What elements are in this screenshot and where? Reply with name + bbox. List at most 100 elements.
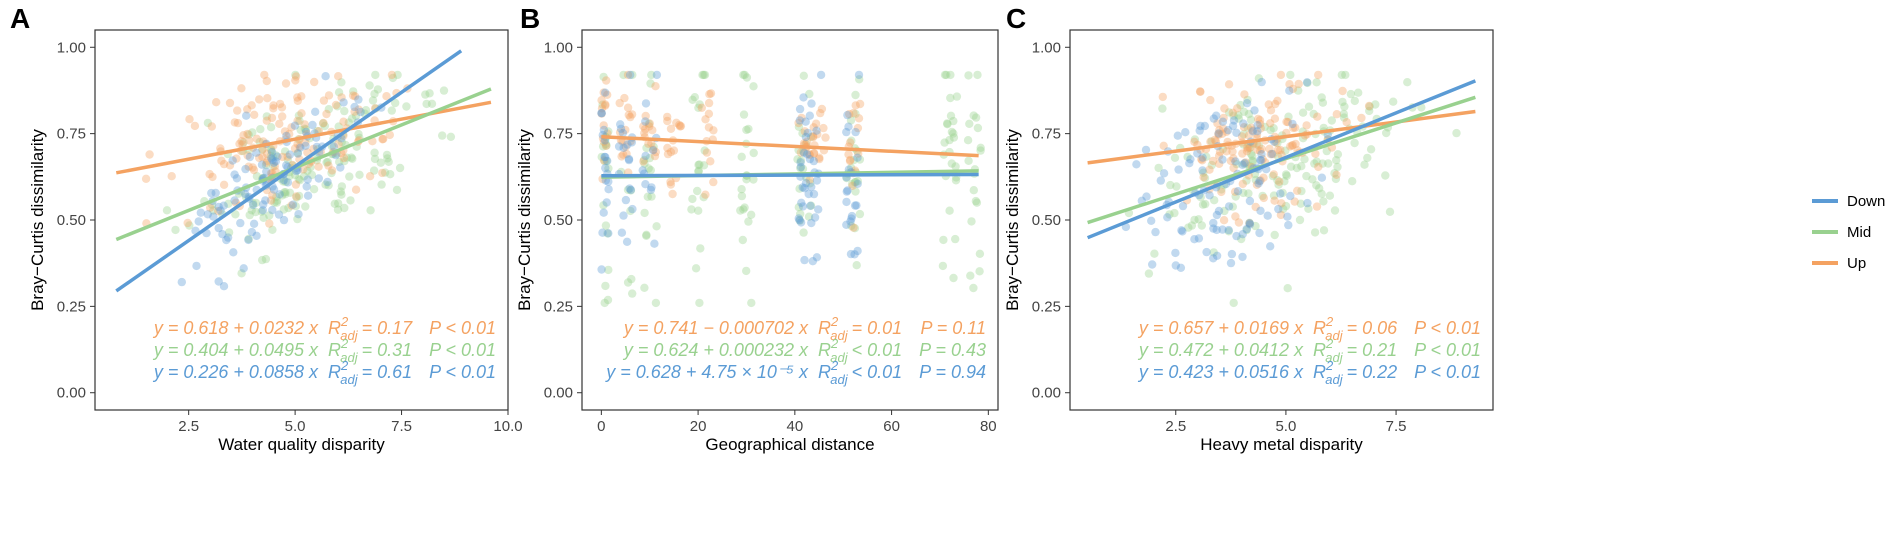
data-point-up: [640, 128, 649, 138]
data-point-up: [641, 124, 650, 134]
data-point-up: [1255, 119, 1265, 129]
data-point-up: [675, 122, 685, 131]
p-value-up: P < 0.01: [1414, 318, 1481, 338]
data-point-mid: [1231, 192, 1240, 201]
data-point-up: [1241, 158, 1250, 167]
data-point-up: [277, 103, 287, 112]
data-point-mid: [295, 176, 305, 185]
data-point-mid: [272, 192, 281, 202]
data-point-mid: [1194, 215, 1203, 224]
data-point-down: [252, 148, 261, 157]
data-point-up: [265, 219, 274, 228]
data-point-down: [1194, 234, 1204, 243]
data-point-mid: [324, 105, 333, 114]
data-point-down: [1256, 206, 1265, 215]
data-point-mid: [273, 196, 282, 205]
data-point-mid: [347, 153, 356, 162]
data-point-mid: [337, 78, 346, 87]
equation-down: y = 0.628 + 4.75 × 10⁻⁵ x: [604, 362, 809, 382]
data-point-up: [290, 144, 300, 153]
data-point-mid: [804, 212, 814, 221]
data-point-down: [804, 189, 813, 199]
data-point-down: [241, 189, 250, 199]
data-point-down: [236, 218, 245, 228]
data-point-up: [1287, 141, 1297, 150]
data-point-down: [1202, 247, 1211, 257]
data-point-down: [812, 253, 822, 262]
data-point-mid: [644, 119, 654, 128]
data-point-down: [816, 70, 826, 80]
data-point-up: [1257, 144, 1266, 154]
data-point-mid: [793, 155, 802, 164]
data-point-down: [269, 185, 279, 194]
data-point-up: [663, 112, 672, 122]
data-point-down: [621, 195, 631, 205]
data-point-down: [1142, 192, 1151, 201]
data-point-mid: [850, 178, 859, 187]
data-point-mid: [1284, 112, 1293, 121]
data-point-up: [601, 100, 610, 109]
data-point-up: [1258, 154, 1267, 164]
data-point-up: [697, 103, 706, 113]
data-point-down: [275, 190, 284, 199]
data-point-up: [1214, 130, 1223, 139]
data-point-down: [194, 217, 203, 226]
data-point-mid: [949, 116, 958, 126]
data-point-mid: [853, 176, 862, 186]
data-point-down: [1250, 106, 1259, 115]
data-point-mid: [294, 174, 303, 184]
data-point-mid: [852, 261, 861, 270]
data-point-mid: [963, 136, 973, 145]
p-value-up: P < 0.01: [429, 318, 496, 338]
data-point-mid: [649, 142, 658, 152]
data-point-down: [1209, 114, 1219, 123]
data-point-up: [269, 104, 278, 113]
data-point-mid: [285, 188, 295, 197]
data-point-up: [666, 177, 675, 187]
data-point-mid: [1234, 111, 1243, 120]
data-point-up: [1210, 135, 1220, 145]
data-point-mid: [1283, 284, 1292, 293]
data-point-down: [336, 163, 345, 172]
data-point-mid: [261, 160, 271, 170]
data-point-mid: [422, 99, 431, 109]
data-point-down: [843, 110, 852, 120]
data-point-mid: [336, 187, 345, 196]
data-point-mid: [1244, 109, 1254, 119]
data-point-up: [1231, 212, 1240, 221]
data-point-down: [842, 127, 851, 137]
data-point-up: [845, 156, 855, 166]
data-point-up: [621, 142, 630, 151]
y-tick-label: 1.00: [57, 39, 86, 56]
data-point-mid: [245, 210, 254, 220]
equation-up: y = 0.618 + 0.0232 x: [152, 318, 319, 338]
data-point-mid: [368, 96, 378, 105]
data-point-down: [1190, 235, 1199, 244]
data-point-down: [248, 200, 258, 210]
data-point-down: [1198, 166, 1207, 175]
data-point-mid: [1339, 109, 1349, 119]
data-point-mid: [330, 199, 339, 208]
data-point-up: [1271, 99, 1280, 109]
data-point-mid: [1340, 102, 1349, 111]
data-point-mid: [1210, 196, 1219, 205]
data-point-mid: [335, 157, 344, 167]
data-point-mid: [602, 141, 611, 150]
data-point-up: [278, 112, 287, 121]
data-point-mid: [1281, 170, 1291, 179]
data-point-mid: [971, 196, 981, 206]
data-point-mid: [1278, 188, 1287, 198]
data-point-down: [232, 174, 242, 183]
data-point-mid: [847, 136, 856, 145]
data-point-mid: [300, 124, 309, 133]
data-point-mid: [318, 119, 328, 128]
data-point-mid: [1258, 191, 1267, 201]
data-point-up: [1252, 130, 1262, 139]
data-point-mid: [370, 154, 380, 164]
data-point-up: [619, 150, 628, 159]
data-point-up: [238, 140, 247, 149]
data-point-up: [1311, 149, 1320, 158]
data-point-mid: [742, 266, 751, 276]
data-point-mid: [244, 234, 253, 244]
data-point-up: [293, 93, 302, 102]
